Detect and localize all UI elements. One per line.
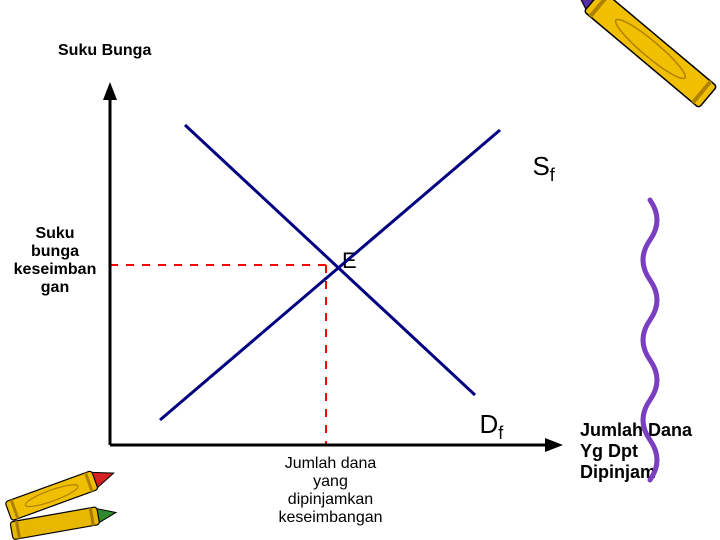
y-axis-arrow [103,82,117,100]
diagram-svg [0,0,720,540]
supply-line [160,130,500,420]
crayon-icon-top [564,0,717,108]
x-axis-arrow [545,438,563,452]
squiggle-icon [643,200,657,480]
demand-line [185,125,475,395]
